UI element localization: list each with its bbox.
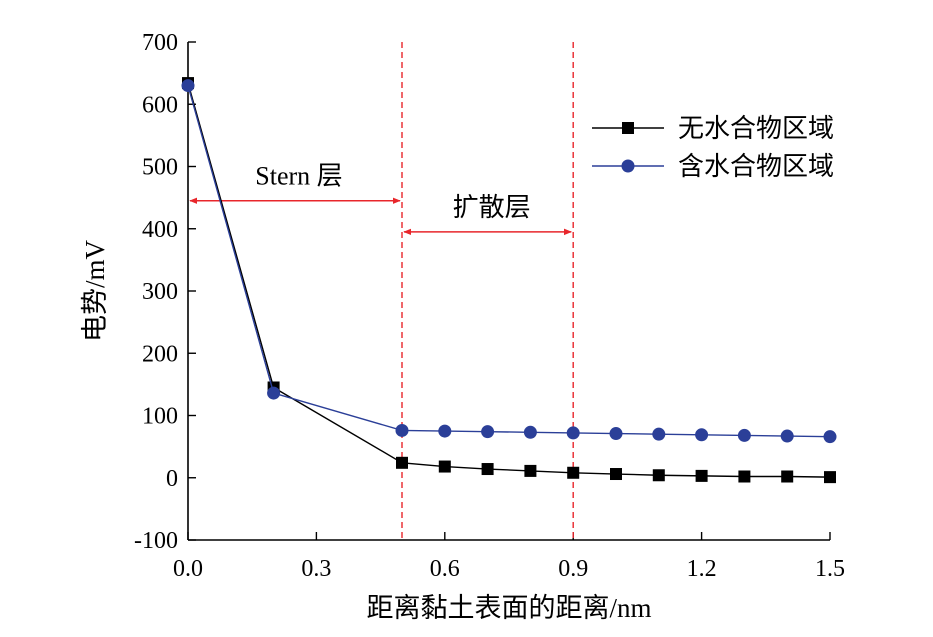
x-tick-label: 0.0	[173, 556, 203, 582]
legend-marker-circle	[621, 159, 635, 173]
legend-marker-square	[622, 122, 634, 134]
series-point-square	[438, 460, 451, 473]
series-point-square	[652, 469, 665, 482]
series-point-circle	[823, 430, 837, 444]
y-tick-label: 300	[142, 279, 178, 305]
y-tick-label: 200	[142, 341, 178, 367]
series-point-square	[524, 464, 537, 477]
series-point-circle	[780, 429, 794, 443]
series-point-square	[481, 463, 494, 476]
y-tick-label: 600	[142, 92, 178, 118]
legend-label: 无水合物区域	[678, 114, 834, 143]
series-point-circle	[695, 428, 709, 442]
y-tick-label: 700	[142, 30, 178, 56]
series-point-circle	[181, 79, 195, 93]
x-tick-label: 1.5	[815, 556, 845, 582]
series-point-circle	[609, 427, 623, 441]
x-tick-label: 0.3	[301, 556, 331, 582]
series-point-circle	[481, 425, 495, 439]
series-point-square	[781, 470, 794, 483]
diffuse-layer-label: 扩散层	[453, 193, 531, 222]
series-point-circle	[737, 428, 751, 442]
series-point-circle	[395, 423, 409, 437]
series-point-square	[567, 466, 580, 479]
series-point-square	[396, 456, 408, 469]
series-point-circle	[652, 427, 666, 441]
series-point-circle	[267, 386, 281, 400]
x-tick-label: 0.6	[430, 556, 460, 582]
series-point-circle	[566, 426, 580, 440]
series-point-circle	[523, 425, 537, 439]
y-tick-label: 0	[166, 466, 178, 492]
x-tick-label: 0.9	[558, 556, 588, 582]
y-tick-label: 500	[142, 155, 178, 181]
legend-label: 含水合物区域	[678, 152, 834, 181]
series-point-circle	[438, 424, 452, 438]
x-tick-label: 1.2	[687, 556, 717, 582]
stern-layer-label: Stern 层	[255, 162, 342, 191]
series-point-square	[738, 470, 751, 483]
series-point-square	[695, 469, 708, 482]
y-tick-label: 400	[142, 217, 178, 243]
y-tick-label: -100	[134, 528, 178, 554]
x-axis-title: 距离黏土表面的距离/nm	[366, 593, 651, 623]
series-point-square	[824, 471, 836, 484]
y-tick-label: 100	[142, 404, 178, 430]
plot-layer: -100 0 100 200 300 400 500 600 700 0.0 0.3 0.6 0.9 1.…	[80, 30, 845, 623]
y-axis-title: 电势/mV	[80, 240, 110, 343]
series-point-square	[610, 468, 622, 481]
